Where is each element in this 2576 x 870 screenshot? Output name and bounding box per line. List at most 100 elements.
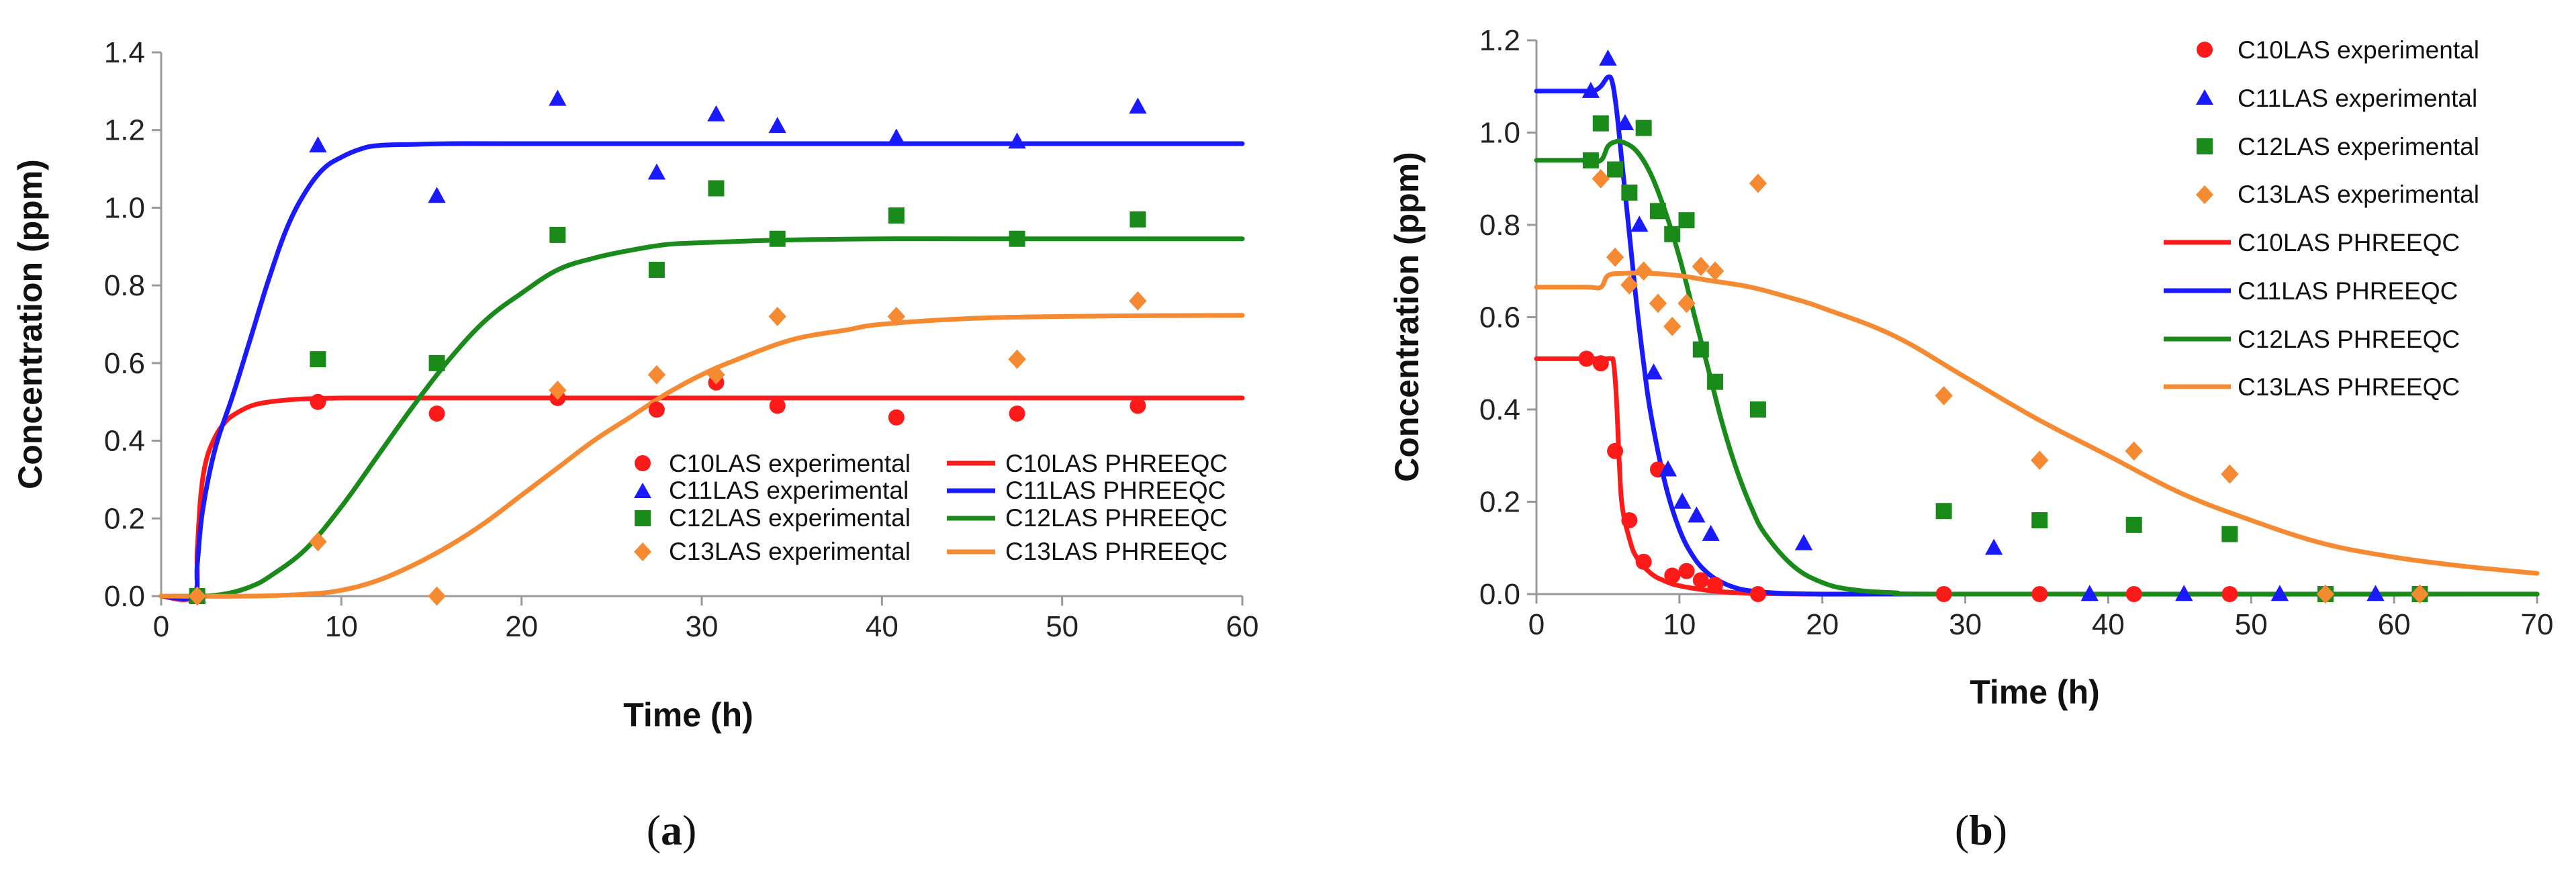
data-point-c11las-experimental xyxy=(1581,81,1600,98)
data-point-c12las-experimental xyxy=(2031,512,2048,528)
series-line-c13las-phreeqc xyxy=(158,313,1245,599)
plot-area-b xyxy=(1536,40,2537,594)
data-point-c11las-experimental xyxy=(1008,132,1026,149)
data-point-c11las-experimental xyxy=(1984,538,2003,555)
legend-b-c10-experimental-label: C10LAS experimental xyxy=(2238,36,2479,64)
x-tick-label: 50 xyxy=(1046,610,1078,643)
data-point-c11las-experimental xyxy=(1688,506,1706,523)
series-line-c10las-phreeqc xyxy=(158,395,1245,602)
data-point-c13las-experimental xyxy=(1706,261,1724,281)
data-point-c10las-experimental xyxy=(1578,350,1595,367)
data-point-c11las-experimental xyxy=(1630,215,1649,232)
data-point-c10las-experimental xyxy=(1635,553,1652,570)
data-point-c13las-experimental xyxy=(707,365,725,385)
data-point-c10las-experimental xyxy=(310,393,326,410)
data-point-c12las-experimental xyxy=(1692,341,1709,358)
y-tick-label: 0.0 xyxy=(1479,578,1520,611)
panel-label-a: (a) xyxy=(647,806,697,854)
legend-b-c11-model-label: C11LAS PHREEQC xyxy=(2238,277,2458,305)
series-line-c12las-phreeqc xyxy=(158,236,1245,599)
data-point-c12las-experimental xyxy=(549,226,566,243)
data-point-c13las-experimental xyxy=(647,365,666,385)
data-point-c13las-experimental xyxy=(768,307,786,326)
data-point-c11las-experimental xyxy=(428,187,446,203)
data-point-c12las-experimental xyxy=(1664,226,1681,242)
data-point-c13las-experimental xyxy=(2125,441,2143,461)
y-tick-label: 1.2 xyxy=(1479,24,1520,57)
data-point-c10las-experimental xyxy=(2221,586,2238,602)
experimental-points-b xyxy=(1578,49,2429,604)
data-point-c12las-experimental xyxy=(1621,184,1638,201)
data-point-c10las-experimental xyxy=(428,405,445,422)
legend-b-c13-experimental-marker xyxy=(2196,185,2213,204)
legend-a-c12-model-label: C12LAS PHREEQC xyxy=(1005,504,1228,532)
panel-label-b: (b) xyxy=(1955,806,2007,854)
data-point-c10las-experimental xyxy=(2031,586,2048,602)
data-point-c11las-experimental xyxy=(707,105,725,122)
data-point-c11las-experimental xyxy=(1129,97,1147,114)
data-point-c10las-experimental xyxy=(2125,586,2142,602)
legend-a-c13-experimental-label: C13LAS experimental xyxy=(669,538,911,565)
legend-a-c11-model-label: C11LAS PHREEQC xyxy=(1005,477,1226,504)
data-point-c12las-experimental xyxy=(1678,212,1695,229)
x-tick-label: 30 xyxy=(686,610,719,643)
x-tick-label: 30 xyxy=(1949,608,1982,641)
data-point-c10las-experimental xyxy=(1621,512,1638,528)
legend-b-c10-model-label: C10LAS PHREEQC xyxy=(2238,229,2460,256)
data-point-c12las-experimental xyxy=(1935,503,1952,520)
x-ticks-b: 0 10 20 30 40 50 60 70 xyxy=(1528,594,2554,641)
data-point-c11las-experimental xyxy=(309,136,327,153)
y-ticks-a: 0.0 0.2 0.4 0.6 0.8 1.0 1.2 1.4 xyxy=(104,36,161,613)
x-tick-label: 60 xyxy=(2378,608,2411,641)
chart-panel-b: 0 10 20 30 40 50 60 70 0.0 0.2 0.4 0.6 0.8 1.0 1.2 Ti… xyxy=(1388,24,2553,854)
model-lines-b xyxy=(1534,74,2540,597)
data-point-c10las-experimental xyxy=(1607,442,1624,459)
data-point-c12las-experimental xyxy=(708,180,725,197)
legend-b-c10-experimental-marker xyxy=(2197,42,2213,58)
legend-a-c10-model-label: C10LAS PHREEQC xyxy=(1005,450,1228,477)
y-tick-label: 0.4 xyxy=(104,425,145,458)
y-tick-label: 1.4 xyxy=(104,36,145,69)
data-point-c13las-experimental xyxy=(309,532,327,552)
data-point-c13las-experimental xyxy=(2411,584,2429,604)
data-point-c12las-experimental xyxy=(888,207,905,224)
data-point-c10las-experimental xyxy=(1009,405,1025,422)
x-axis-title-a: Time (h) xyxy=(623,696,753,734)
data-point-c13las-experimental xyxy=(1008,349,1026,369)
data-point-c12las-experimental xyxy=(1130,211,1146,228)
legend-a-c10-experimental-marker xyxy=(635,455,651,471)
y-tick-label: 0.0 xyxy=(104,580,145,613)
x-tick-label: 70 xyxy=(2521,608,2554,641)
data-point-c12las-experimental xyxy=(769,230,786,247)
data-point-c10las-experimental xyxy=(769,397,786,414)
data-point-c13las-experimental xyxy=(1129,291,1147,311)
y-tick-label: 0.6 xyxy=(104,347,145,380)
data-point-c13las-experimental xyxy=(188,586,206,606)
legend-a-c12-experimental-label: C12LAS experimental xyxy=(669,504,911,532)
legend-b: C10LAS experimental C11LAS experimental … xyxy=(2164,36,2479,401)
data-point-c13las-experimental xyxy=(1663,316,1682,336)
data-point-c11las-experimental xyxy=(647,163,666,180)
y-tick-label: 0.8 xyxy=(104,269,145,302)
data-point-c13las-experimental xyxy=(1692,256,1710,277)
data-point-c10las-experimental xyxy=(1130,397,1146,414)
y-tick-label: 1.0 xyxy=(104,191,145,224)
data-point-c11las-experimental xyxy=(1616,113,1635,130)
data-point-c10las-experimental xyxy=(1935,586,1952,602)
x-tick-label: 0 xyxy=(1528,608,1545,641)
data-point-c11las-experimental xyxy=(1794,534,1813,550)
data-point-c13las-experimental xyxy=(549,380,567,400)
x-tick-label: 0 xyxy=(153,610,169,643)
data-point-c11las-experimental xyxy=(1702,524,1720,541)
data-point-c10las-experimental xyxy=(1749,586,1766,602)
x-tick-label: 20 xyxy=(1806,608,1839,641)
y-tick-label: 0.4 xyxy=(1479,393,1520,426)
data-point-c13las-experimental xyxy=(2031,450,2049,471)
y-tick-label: 1.0 xyxy=(1479,117,1520,150)
data-point-c12las-experimental xyxy=(1749,401,1766,418)
x-tick-label: 60 xyxy=(1226,610,1259,643)
x-tick-label: 20 xyxy=(505,610,538,643)
y-tick-label: 0.6 xyxy=(1479,301,1520,334)
data-point-c12las-experimental xyxy=(1592,115,1609,132)
